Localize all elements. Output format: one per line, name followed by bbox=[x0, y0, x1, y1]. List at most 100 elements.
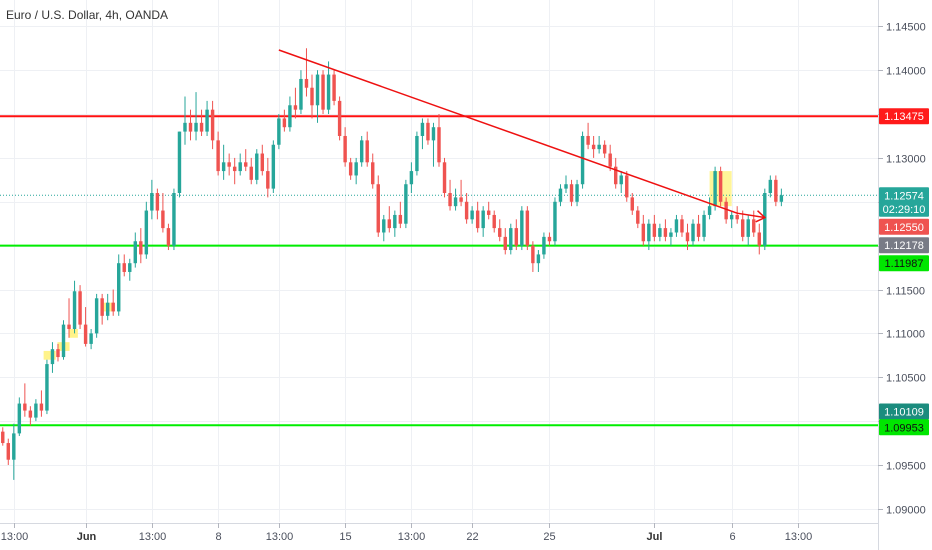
trend-lines[interactable] bbox=[278, 49, 767, 223]
y-tick-label: 1.14000 bbox=[886, 66, 926, 78]
candle-body bbox=[354, 162, 358, 176]
candle-body bbox=[12, 433, 16, 460]
price-badge bbox=[879, 403, 929, 420]
candle-body bbox=[658, 228, 662, 237]
candle-body bbox=[304, 78, 309, 88]
candle-body bbox=[28, 410, 33, 418]
candle-body bbox=[431, 127, 436, 141]
price-badge bbox=[879, 187, 929, 204]
candle-body bbox=[613, 166, 618, 185]
candle-body bbox=[1, 431, 5, 444]
price-badge-label: 1.09953 bbox=[884, 422, 924, 434]
y-tick-label: 1.10500 bbox=[886, 373, 926, 385]
x-tick-label: 13:00 bbox=[1, 531, 29, 543]
x-tick-label: 15 bbox=[339, 531, 351, 543]
y-tick-label: 1.11500 bbox=[886, 286, 925, 298]
candle-body bbox=[100, 298, 104, 316]
candle-body bbox=[50, 349, 55, 365]
candle-body bbox=[166, 228, 171, 246]
candle-body bbox=[442, 162, 447, 194]
candle-body bbox=[343, 135, 347, 163]
candle-body bbox=[498, 228, 502, 237]
candle-body bbox=[680, 219, 684, 233]
candle-body bbox=[122, 263, 126, 272]
candle-body bbox=[481, 210, 485, 229]
candle-body bbox=[172, 193, 176, 246]
candle-body bbox=[409, 171, 414, 185]
candle-body bbox=[371, 162, 375, 185]
candle-body bbox=[448, 193, 452, 207]
candle-body bbox=[531, 245, 535, 264]
candle-body bbox=[315, 74, 320, 106]
candle-body bbox=[625, 175, 629, 198]
time-axis[interactable]: 13:00 Jun 13:00 8 13:00 15 13:00 22 25 Jul 6 13:00 bbox=[1, 523, 813, 543]
candle-body bbox=[6, 443, 10, 460]
price-badge-label: 1.13475 bbox=[884, 111, 924, 123]
candle-body bbox=[696, 223, 701, 237]
price-badge bbox=[879, 237, 929, 254]
x-tick-label: 13:00 bbox=[398, 531, 426, 543]
candle-body bbox=[575, 184, 579, 202]
price-axis[interactable]: 1.145001.140001.135001.130001.125001.120… bbox=[878, 22, 926, 517]
candle-body bbox=[221, 162, 226, 172]
candle-body bbox=[348, 162, 353, 176]
candle-body bbox=[486, 210, 491, 215]
candle-body bbox=[752, 219, 756, 233]
price-badge bbox=[879, 200, 929, 217]
candle-body bbox=[39, 403, 44, 411]
candle-body bbox=[199, 122, 204, 132]
candle-body bbox=[260, 153, 265, 172]
candle-body bbox=[426, 122, 430, 141]
candle-body bbox=[282, 118, 287, 128]
candle-body bbox=[288, 105, 292, 128]
candle-body bbox=[326, 74, 331, 110]
candle-body bbox=[470, 210, 474, 220]
candle-body bbox=[514, 228, 519, 246]
candle-body bbox=[702, 214, 706, 237]
price-badge-label: 1.12550 bbox=[884, 222, 924, 234]
candle-body bbox=[111, 302, 115, 312]
candle-body bbox=[271, 144, 276, 189]
candle-body bbox=[117, 263, 121, 312]
candle-body bbox=[647, 223, 651, 242]
candle-body bbox=[547, 236, 552, 242]
candle-body bbox=[155, 193, 160, 211]
candle-body bbox=[641, 223, 646, 242]
price-badge bbox=[879, 255, 929, 272]
x-tick-label: 22 bbox=[466, 531, 478, 543]
price-badge bbox=[879, 108, 929, 125]
candle-body bbox=[763, 193, 767, 246]
candle-body bbox=[83, 324, 88, 344]
candle-body bbox=[774, 179, 778, 202]
candle-body bbox=[67, 324, 71, 329]
candle-body bbox=[188, 122, 193, 132]
candle-body bbox=[244, 162, 248, 167]
price-badge-label: 1.10109 bbox=[884, 407, 924, 419]
candle-body bbox=[194, 122, 198, 132]
x-tick-label: 13:00 bbox=[266, 531, 294, 543]
candle-body bbox=[663, 228, 668, 237]
chart-title: Euro / U.S. Dollar, 4h, OANDA bbox=[6, 8, 168, 22]
candle-body bbox=[216, 140, 220, 172]
candle-body bbox=[713, 171, 717, 207]
candle-body bbox=[205, 109, 209, 132]
candle-body bbox=[564, 184, 568, 189]
candle-body bbox=[128, 263, 132, 272]
candle-body bbox=[393, 214, 397, 229]
candle-body bbox=[558, 188, 563, 202]
candle-body bbox=[503, 236, 507, 251]
candle-body bbox=[652, 223, 657, 237]
x-tick-label: 13:00 bbox=[139, 531, 167, 543]
candle-body bbox=[636, 210, 640, 224]
candle-body bbox=[525, 210, 530, 246]
highlight-zones bbox=[43, 171, 732, 360]
candle-body bbox=[542, 236, 546, 255]
candle-body bbox=[337, 100, 342, 136]
grid bbox=[0, 0, 878, 522]
candle-body bbox=[746, 219, 750, 237]
price-badge-label: 1.12178 bbox=[884, 240, 924, 252]
candle-body bbox=[61, 324, 66, 358]
price-badges: 1.13475 1.12574 02:29:10 1.12550 1.12178 1.11… bbox=[879, 108, 929, 436]
candle-body bbox=[735, 214, 739, 220]
